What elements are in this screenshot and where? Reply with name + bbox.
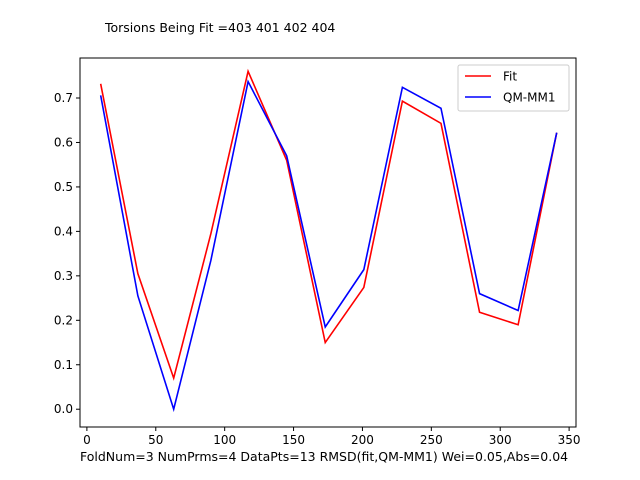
x-tick-label: 300 xyxy=(489,433,512,447)
chart-title: Torsions Being Fit =403 401 402 404 xyxy=(104,20,335,35)
y-tick-label: 0.5 xyxy=(54,180,73,194)
legend-label: Fit xyxy=(503,70,517,84)
x-axis: 0 50 100 150 200 250 300 350 xyxy=(83,427,581,447)
chart-footer: FoldNum=3 NumPrms=4 DataPts=13 RMSD(fit,… xyxy=(80,449,568,464)
x-tick-label: 350 xyxy=(558,433,581,447)
plot-area xyxy=(79,57,577,428)
legend-label: QM-MM1 xyxy=(503,91,555,105)
series-line-qm-mm1 xyxy=(99,79,558,413)
y-tick-label: 0.1 xyxy=(54,358,73,372)
y-tick-label: 0.3 xyxy=(54,269,73,283)
x-tick-label: 100 xyxy=(213,433,236,447)
x-tick-label: 150 xyxy=(282,433,305,447)
plot-frame xyxy=(79,57,577,428)
series-layer xyxy=(99,68,558,413)
y-tick-label: 0.0 xyxy=(54,402,73,416)
x-tick-label: 50 xyxy=(148,433,163,447)
y-tick-label: 0.4 xyxy=(54,224,73,238)
y-tick-label: 0.6 xyxy=(54,135,73,149)
x-tick-label: 0 xyxy=(83,433,91,447)
legend: Fit QM-MM1 xyxy=(457,64,570,112)
y-tick-label: 0.2 xyxy=(54,313,73,327)
x-tick-label: 200 xyxy=(351,433,374,447)
series-line-fit xyxy=(99,68,558,381)
y-tick-label: 0.7 xyxy=(54,91,73,105)
y-axis: 0.0 0.1 0.2 0.3 0.4 0.5 0.6 0.7 xyxy=(54,91,80,416)
x-tick-label: 250 xyxy=(420,433,443,447)
